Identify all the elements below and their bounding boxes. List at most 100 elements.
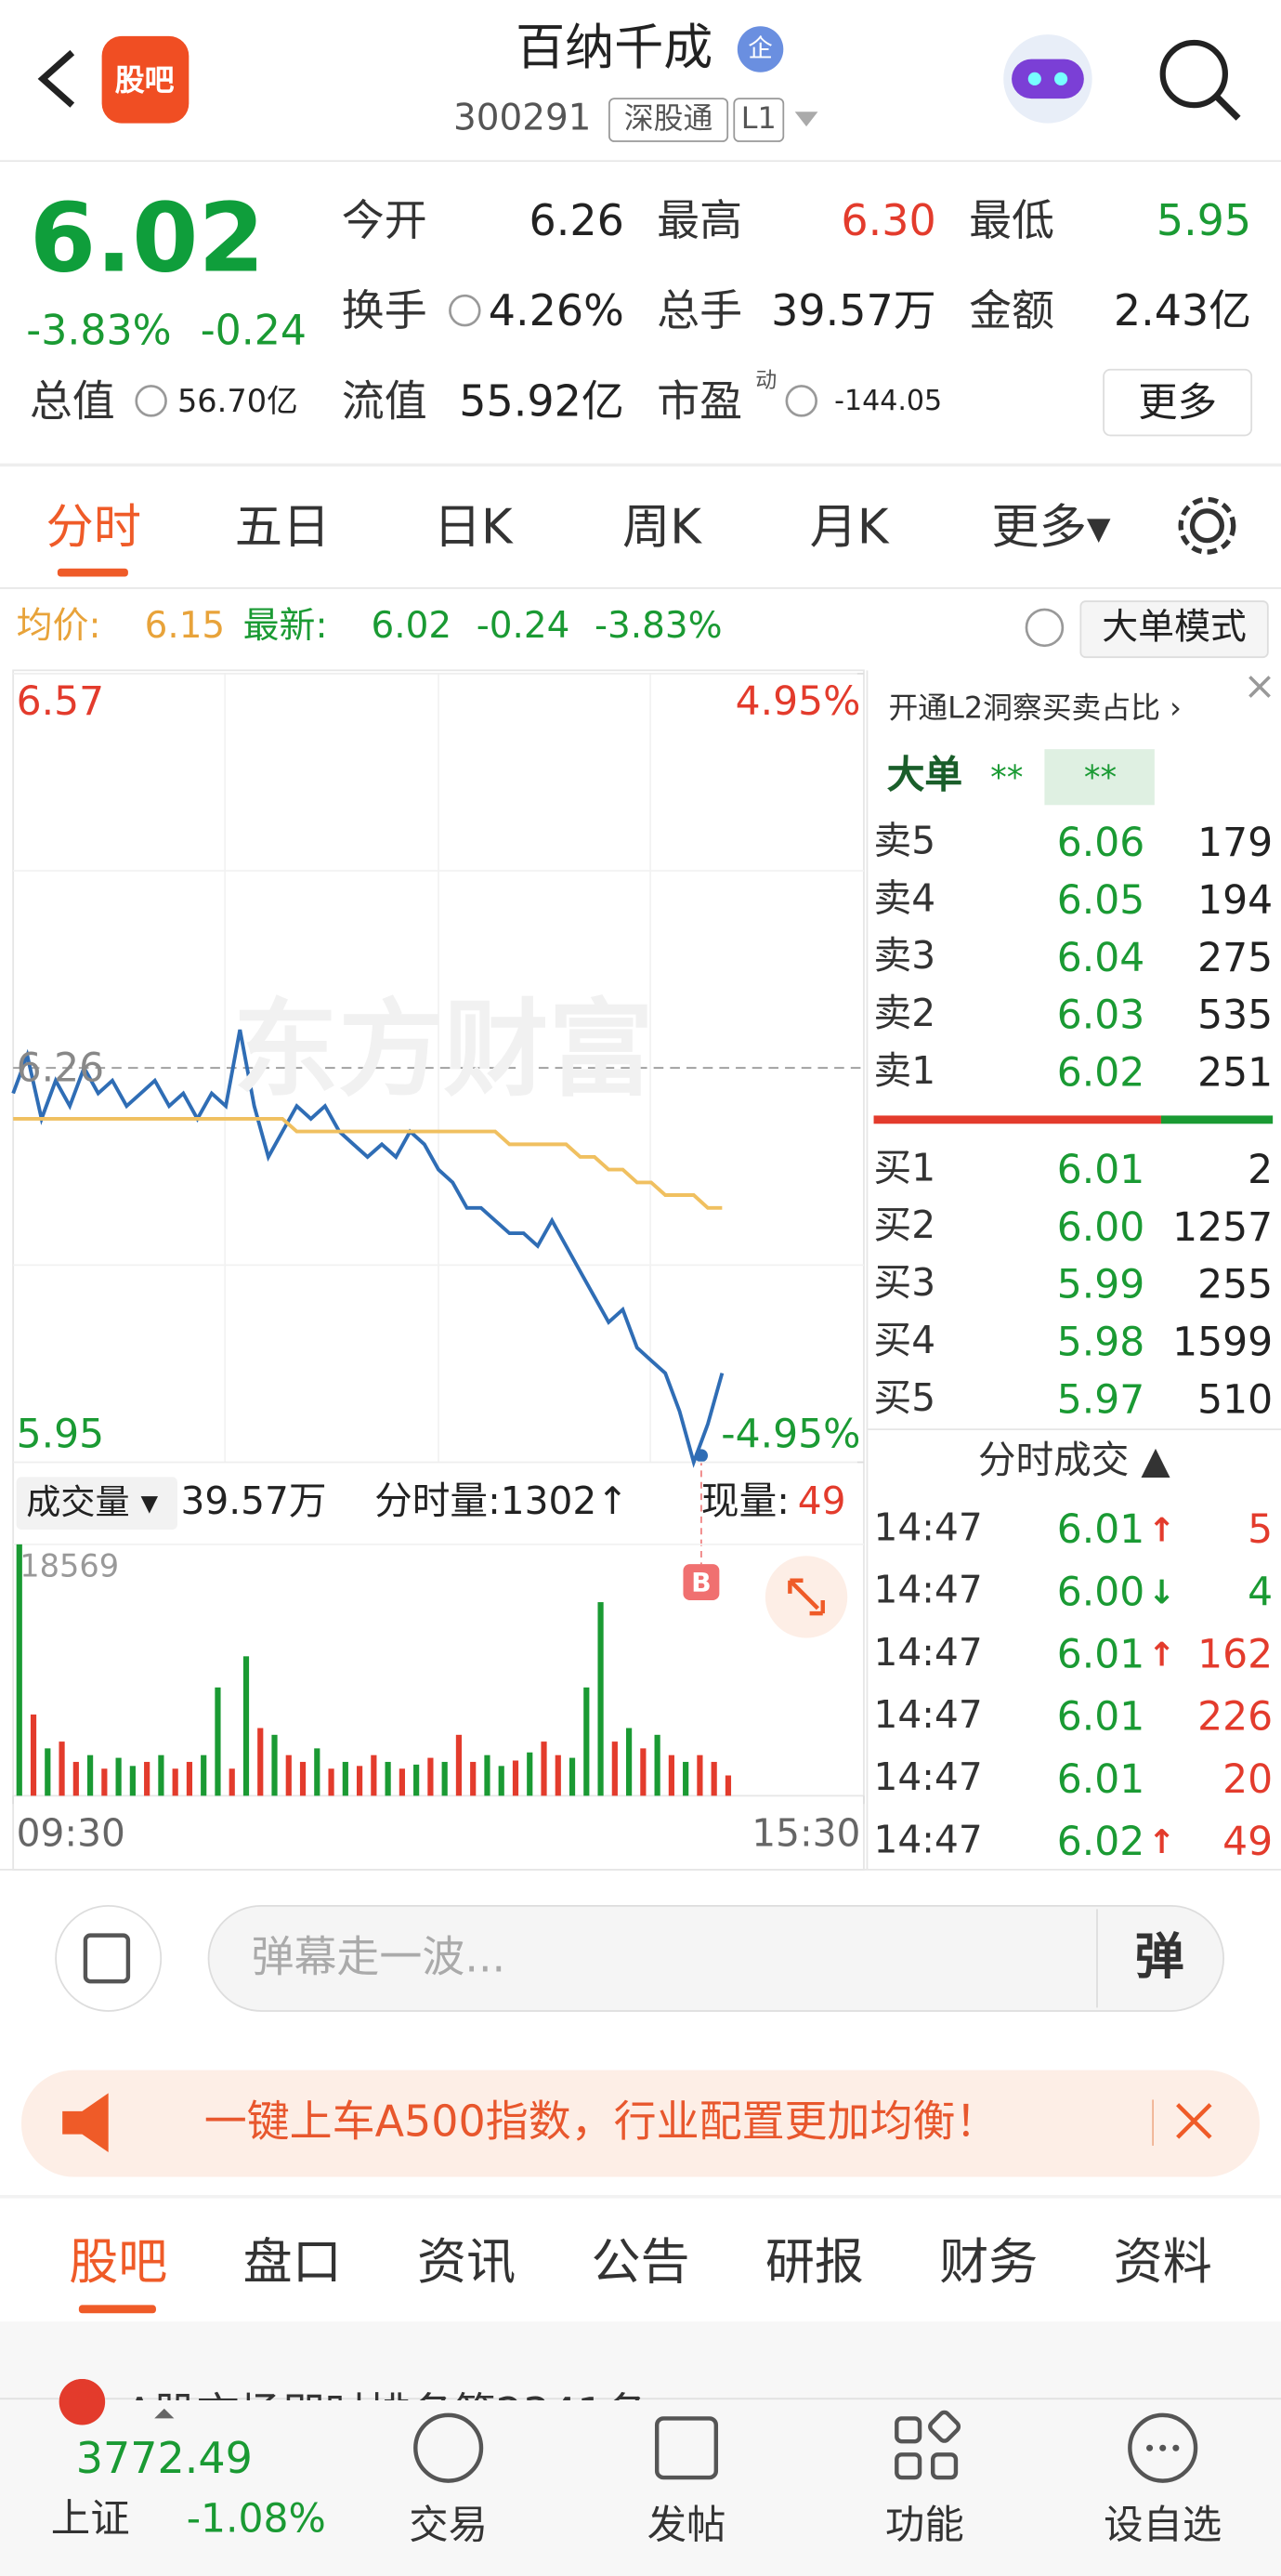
- more-button-text[interactable]: 更多: [1138, 379, 1218, 426]
- comment-input[interactable]: [207, 1904, 1225, 2012]
- field-label: 换手: [341, 287, 427, 337]
- close-icon[interactable]: [1248, 676, 1271, 698]
- comment-icon[interactable]: [55, 1904, 163, 2012]
- tab[interactable]: 月K: [809, 498, 889, 555]
- section-tab[interactable]: 公告: [591, 2234, 690, 2293]
- trade-time: 14:47: [873, 1756, 983, 1800]
- y-tick-label: 6.57: [16, 678, 105, 725]
- trade-arrow: ↑: [1147, 1821, 1176, 1862]
- section-tab[interactable]: 研报: [765, 2234, 864, 2293]
- section-tab[interactable]: 股吧: [69, 2234, 168, 2293]
- section-tab[interactable]: 资料: [1113, 2234, 1212, 2293]
- nav-item[interactable]: 设自选: [1104, 2502, 1222, 2549]
- tag-box: [733, 98, 785, 142]
- danmaku-button[interactable]: 弹: [1134, 1928, 1184, 1987]
- avatar-face: [1012, 59, 1084, 99]
- volume-total: 39.57万: [180, 1480, 327, 1524]
- logo[interactable]: [101, 35, 190, 124]
- volume-bar: [498, 1766, 504, 1796]
- book-price: 6.03: [1056, 992, 1145, 1039]
- volume-bar: [158, 1755, 164, 1796]
- mode-button-text[interactable]: 大单模式: [1102, 608, 1247, 650]
- volume-bar: [86, 1755, 94, 1796]
- volume-bar: [725, 1775, 732, 1796]
- field-value: -144.05: [834, 385, 943, 418]
- volume-bar: [441, 1761, 448, 1796]
- volume-bar: [697, 1755, 703, 1796]
- price-line: [13, 1117, 723, 1210]
- book-label: 买2: [873, 1204, 936, 1248]
- tab[interactable]: 五日: [234, 498, 331, 555]
- volume-bar: [555, 1755, 561, 1796]
- nav-item[interactable]: 发帖: [647, 2502, 726, 2549]
- avg-label: 均价:: [16, 606, 101, 648]
- tab[interactable]: 分时: [46, 498, 142, 555]
- mode-button[interactable]: [1079, 600, 1269, 659]
- banner-text[interactable]: 一键上车A500指数，行业配置更加均衡！: [203, 2097, 999, 2148]
- volume-label[interactable]: 成交量 ▾: [26, 1482, 159, 1523]
- volume-bar: [399, 1768, 405, 1796]
- back-icon[interactable]: [37, 49, 75, 108]
- x-tick-label: 15:30: [752, 1812, 861, 1856]
- volume-bar: [583, 1687, 590, 1796]
- section-tab[interactable]: 资讯: [417, 2234, 516, 2293]
- trade-price: 6.00: [1056, 1569, 1145, 1615]
- bottom-nav-cover: [0, 2399, 1281, 2576]
- book-label: 卖2: [873, 992, 936, 1036]
- book-volume: 179: [1197, 820, 1274, 866]
- volume-bar: [654, 1734, 660, 1796]
- settings-icon[interactable]: [1189, 508, 1225, 544]
- latest-value: 6.02: [371, 606, 452, 648]
- more-button[interactable]: [1103, 368, 1253, 437]
- tab[interactable]: 更多▾: [991, 498, 1111, 555]
- volume-bar: [271, 1734, 278, 1796]
- field-label: 最高: [657, 197, 743, 247]
- price: 6.02: [29, 182, 265, 295]
- book-price: 6.05: [1056, 877, 1145, 924]
- info-icon[interactable]: [135, 385, 167, 417]
- comment-placeholder[interactable]: 弹幕走一波...: [251, 1933, 506, 1983]
- field-label: 金额: [969, 287, 1055, 337]
- section-tab[interactable]: 财务: [939, 2234, 1039, 2293]
- volume-bar: [371, 1755, 377, 1796]
- marker-box[interactable]: [683, 1564, 720, 1600]
- tab[interactable]: 日K: [433, 498, 513, 555]
- trade-price: 6.02: [1056, 1819, 1145, 1865]
- help-icon[interactable]: [1025, 608, 1065, 648]
- banner[interactable]: [20, 2070, 1261, 2177]
- volume-bar: [72, 1761, 79, 1796]
- price-line: [11, 1029, 725, 1468]
- y-tick-label: 5.95: [16, 1411, 105, 1458]
- field-value: 39.57万: [771, 287, 936, 337]
- search-icon[interactable]: [1159, 39, 1228, 109]
- index-value[interactable]: 3772.49: [75, 2435, 253, 2485]
- l2-promo[interactable]: 开通L2洞察买卖占比 ›: [888, 691, 1182, 727]
- volume-current-label: 现量:: [700, 1480, 790, 1524]
- volume-bar: [242, 1656, 250, 1796]
- stock-code: 300291: [452, 99, 592, 140]
- volume-bar: [683, 1761, 689, 1796]
- trade-price: 6.01: [1056, 1755, 1145, 1803]
- banner-close[interactable]: [1176, 2103, 1212, 2139]
- big-order-box: [1044, 749, 1155, 806]
- volume-bar: [569, 1757, 576, 1796]
- divider: [0, 463, 1281, 467]
- info-icon[interactable]: [449, 294, 481, 327]
- trade-price: 6.01: [1056, 1693, 1145, 1741]
- section-tab[interactable]: 盘口: [242, 2234, 342, 2293]
- ratio-buy: [1160, 1115, 1274, 1124]
- dropdown-icon[interactable]: [794, 112, 818, 127]
- big-order-value: **: [990, 757, 1024, 797]
- nav-item[interactable]: 交易: [409, 2502, 489, 2549]
- trade-volume: 49: [1222, 1819, 1274, 1865]
- tab[interactable]: 周K: [622, 498, 701, 555]
- info-icon[interactable]: [785, 385, 817, 417]
- volume-selector[interactable]: [16, 1477, 177, 1530]
- volume-minute: 分时量:1302↑: [374, 1480, 629, 1524]
- book-price: 6.01: [1056, 1147, 1145, 1193]
- book-volume: 510: [1197, 1376, 1274, 1424]
- field-value: 4.26%: [488, 287, 624, 337]
- nav-item[interactable]: 功能: [884, 2502, 964, 2549]
- trade-time: 14:47: [873, 1820, 983, 1862]
